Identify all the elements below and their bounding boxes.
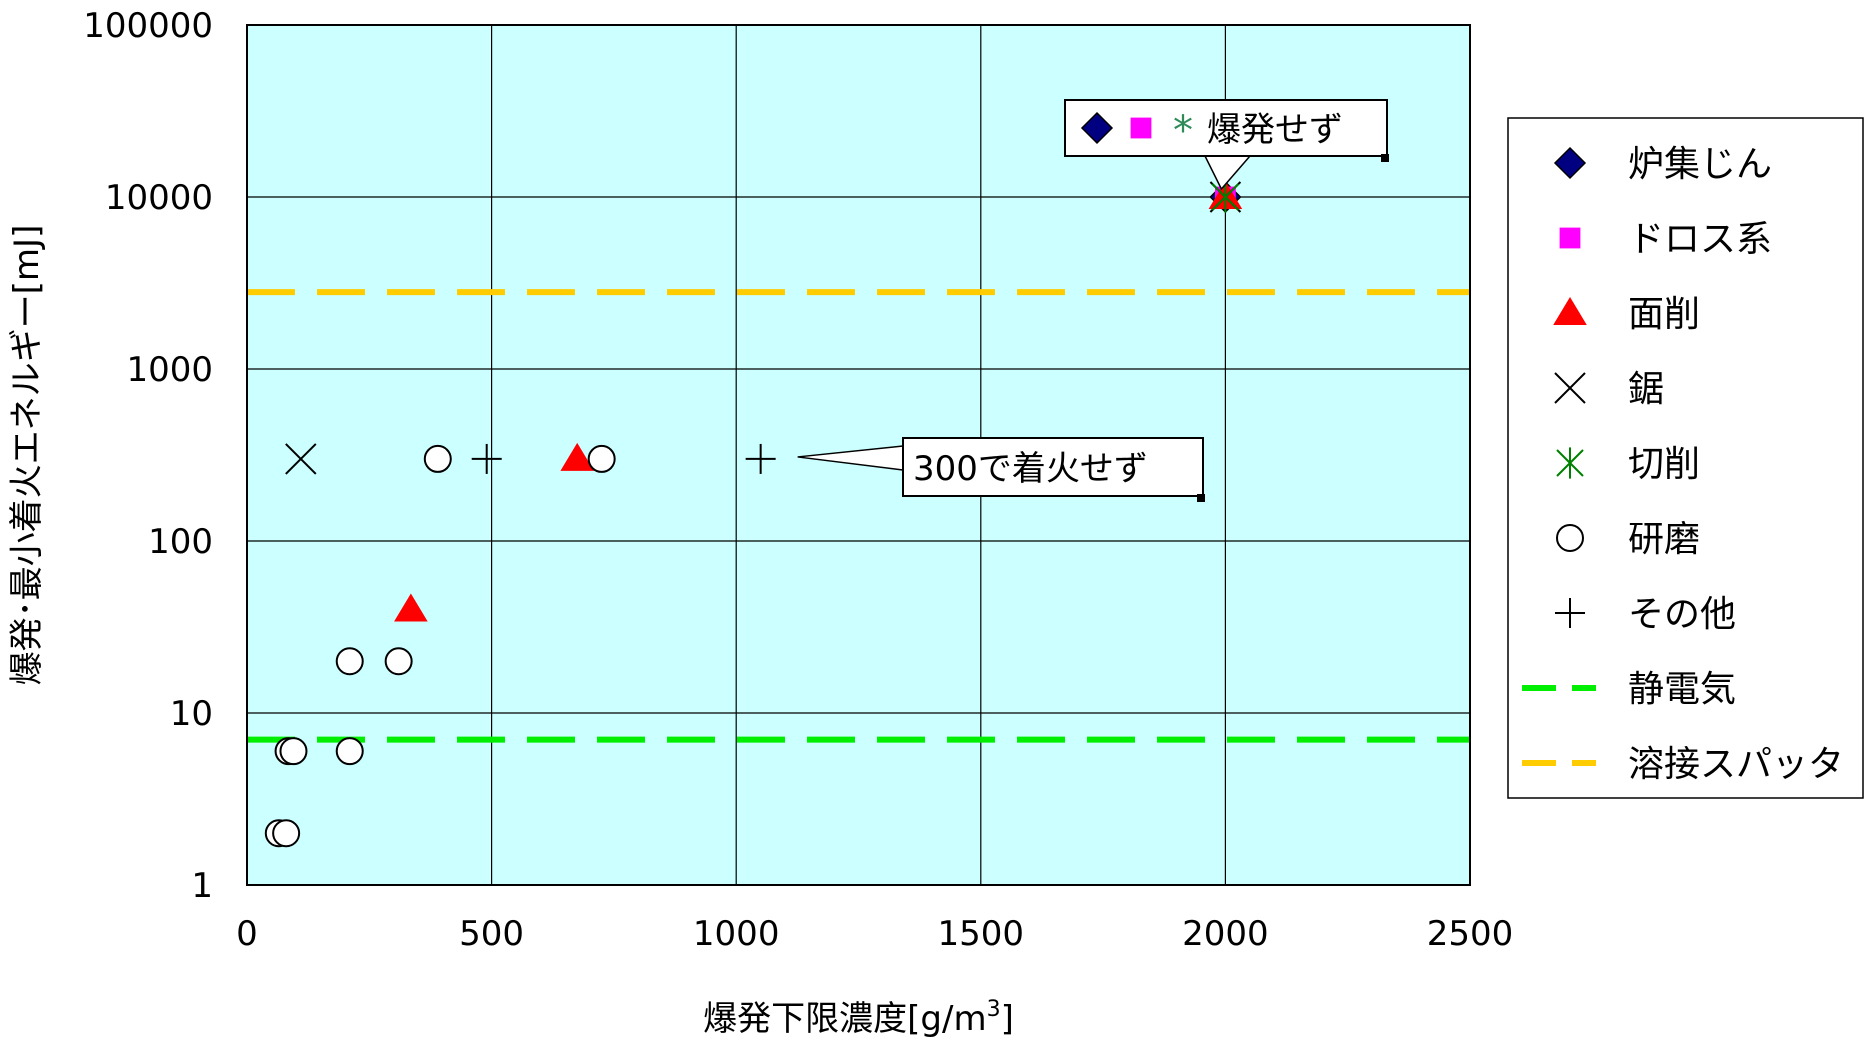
callouts: * 爆発せず 300で着火せず: [797, 99, 1389, 502]
legend-item: その他: [1555, 594, 1736, 635]
legend-label: 研磨: [1628, 519, 1700, 560]
legend-label: 静電気: [1628, 669, 1736, 710]
y-tick-label: 1000: [126, 350, 213, 390]
grid-lines: [246, 24, 1471, 886]
callout-text: 300で着火せず: [913, 449, 1148, 489]
callout-box: [902, 437, 1204, 497]
x-axis-title: 爆発下限濃度[g/m3]: [703, 997, 1014, 1039]
legend-marker: [1556, 524, 1584, 552]
y-tick-label: 100000: [83, 6, 213, 46]
data-point: [560, 442, 595, 471]
legend-label: その他: [1628, 594, 1736, 635]
data-point: [272, 819, 301, 848]
data-point: [423, 444, 452, 473]
legend-item: ドロス系: [1559, 219, 1772, 260]
data-point: [394, 593, 428, 622]
x-tick-label: 1000: [693, 914, 780, 954]
legend-item: 切削: [1556, 444, 1700, 485]
y-tick-label: 1: [191, 866, 213, 906]
legend-label: 鋸: [1628, 369, 1664, 410]
data-points: [264, 180, 1243, 848]
legend-marker: [1553, 297, 1587, 325]
callout-square-symbol: [1130, 117, 1152, 139]
legend-label: 溶接スパッタ: [1628, 744, 1844, 785]
x-axis-title-superscript: 3: [987, 997, 1001, 1022]
data-point: [745, 443, 776, 474]
plot-frame: [246, 24, 1471, 886]
data-point: [285, 443, 317, 475]
data-point: [1211, 181, 1240, 213]
legend-marker: [1555, 598, 1585, 628]
data-point: [335, 647, 364, 676]
legend-item: 溶接スパッタ: [1522, 744, 1844, 785]
legend-label: ドロス系: [1628, 219, 1772, 260]
data-point: [587, 444, 616, 473]
legend-marker: [1553, 146, 1587, 180]
callout-box: [1064, 99, 1388, 157]
x-tick-label: 0: [236, 914, 258, 954]
x-tick-label: 1500: [938, 914, 1025, 954]
legend-item: 研磨: [1556, 519, 1700, 560]
legend-label: 炉集じん: [1628, 144, 1772, 185]
y-tick-label: 10: [170, 694, 213, 734]
data-point: [471, 443, 502, 474]
reference-lines: [247, 289, 1470, 743]
y-tick-label: 10000: [105, 178, 213, 218]
legend-item: 鋸: [1554, 369, 1664, 410]
x-tick-label: 500: [459, 914, 524, 954]
data-point: [384, 647, 413, 676]
legend-label: 切削: [1628, 444, 1700, 485]
y-tick-label: 100: [148, 522, 213, 562]
legend-item: 静電気: [1522, 669, 1736, 710]
callout-diamond-symbol: [1080, 111, 1114, 145]
legend-item: 炉集じん: [1553, 144, 1772, 185]
x-tick-label: 2000: [1182, 914, 1269, 954]
callout-text: 爆発せず: [1207, 110, 1343, 150]
x-tick-label: 2500: [1427, 914, 1514, 954]
legend-label: 面削: [1628, 294, 1700, 335]
legend-marker: [1559, 227, 1581, 249]
legend-marker: [1554, 372, 1586, 404]
data-point: [335, 737, 364, 766]
y-axis-title: 爆発･最小着火エネルギー[mJ]: [7, 225, 47, 686]
callout-asterisk-symbol: *: [1173, 108, 1193, 154]
tick-labels: 0 500 1000 1500 2000 2500 1 10 100 1000 10000 10000…: [83, 6, 1513, 954]
legend-item: 面削: [1553, 294, 1700, 335]
data-point: [279, 737, 308, 766]
legend-marker: [1556, 447, 1584, 479]
